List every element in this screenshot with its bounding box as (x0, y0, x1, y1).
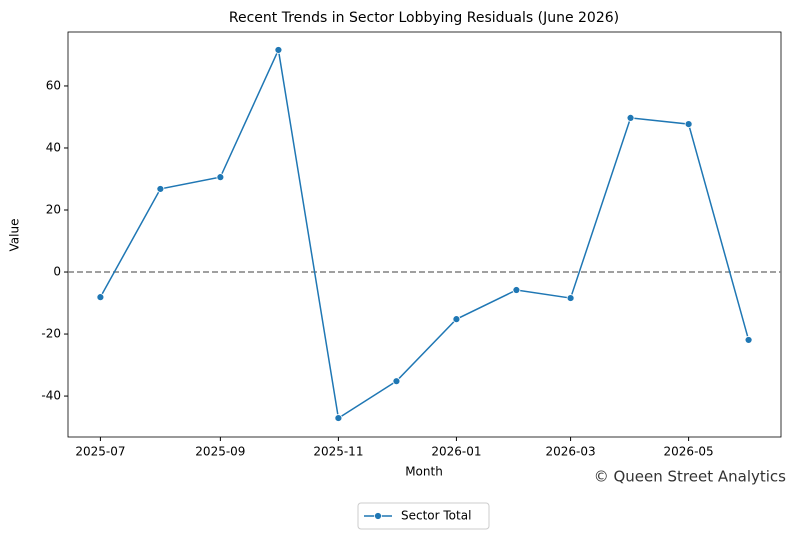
x-tick-label: 2025-11 (313, 445, 363, 459)
data-point (566, 294, 575, 302)
x-tick-label: 2026-05 (664, 445, 714, 459)
x-tick-label: 2026-03 (546, 445, 596, 459)
legend-box (357, 502, 490, 530)
y-tick-label: 0 (53, 265, 61, 279)
y-axis-label: Value (8, 219, 22, 252)
data-point (626, 113, 635, 122)
x-tick-label: 2025-07 (75, 445, 125, 459)
x-tick-label: 2026-01 (431, 445, 481, 459)
data-point (392, 377, 401, 386)
watermark: © Queen Street Analytics (594, 468, 786, 486)
data-point (512, 286, 521, 294)
data-point (156, 185, 165, 193)
y-tick-label: 60 (46, 78, 61, 92)
x-axis-label: Month (405, 465, 443, 479)
legend-marker (374, 512, 382, 520)
plot-frame (67, 31, 782, 438)
data-point (744, 336, 753, 344)
data-point (274, 46, 283, 54)
data-point (96, 293, 105, 302)
data-point (334, 414, 343, 422)
legend-label: Sector Total (401, 509, 471, 523)
y-tick-label: 40 (46, 140, 61, 154)
x-tick-label: 2025-09 (195, 445, 245, 459)
y-tick-label: -20 (41, 327, 61, 341)
y-tick-label: -40 (41, 389, 61, 403)
data-point (684, 120, 693, 129)
data-point (452, 315, 461, 324)
data-point (216, 173, 225, 182)
y-tick-label: 20 (46, 203, 61, 217)
chart-title: Recent Trends in Sector Lobbying Residua… (229, 10, 619, 26)
data-line (99, 47, 750, 420)
